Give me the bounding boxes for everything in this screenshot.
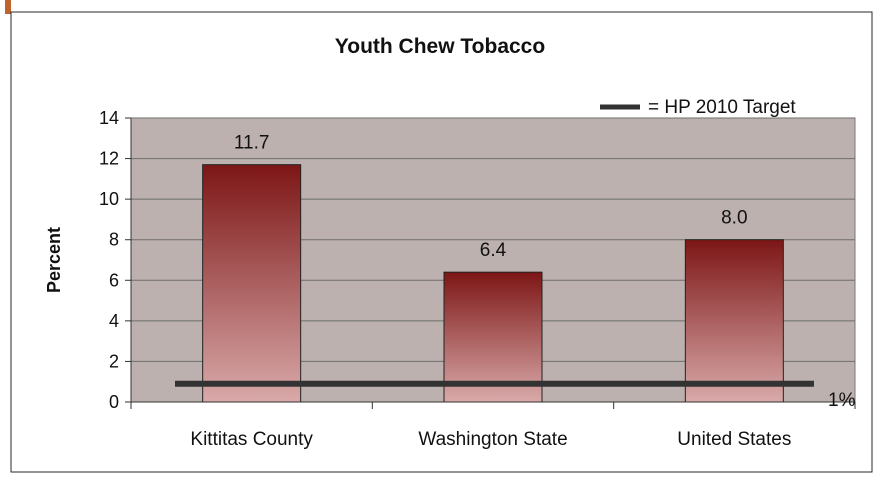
y-tick-label: 8 [109,230,119,250]
data-label: 6.4 [480,240,507,261]
data-label: 11.7 [234,133,270,154]
x-tick-label: Washington State [418,429,567,450]
x-axis: Kittitas County Washington State United St… [130,401,856,450]
y-tick-label: 6 [109,270,119,290]
x-tick-label: Kittitas County [190,429,313,450]
y-axis: 0 2 4 6 8 10 12 14 [99,108,132,412]
x-tick-label: United States [677,429,791,450]
legend-target-label: = HP 2010 Target [648,97,796,118]
y-tick-label: 10 [99,189,119,209]
target-layer: 1% [175,380,856,411]
data-label: 8.0 [721,208,747,229]
target-label: 1% [828,390,856,411]
y-tick-label: 2 [109,351,119,371]
bar [684,239,784,403]
y-tick-label: 12 [99,149,119,169]
chart-title: Youth Chew Tobacco [335,35,545,58]
y-tick-label: 0 [109,392,119,412]
y-tick-label: 4 [109,311,119,331]
legend: = HP 2010 Target [600,97,796,118]
y-axis-label: Percent [44,227,64,293]
accent-bar [5,0,11,14]
bar [202,164,302,403]
y-tick-label: 14 [99,108,119,128]
